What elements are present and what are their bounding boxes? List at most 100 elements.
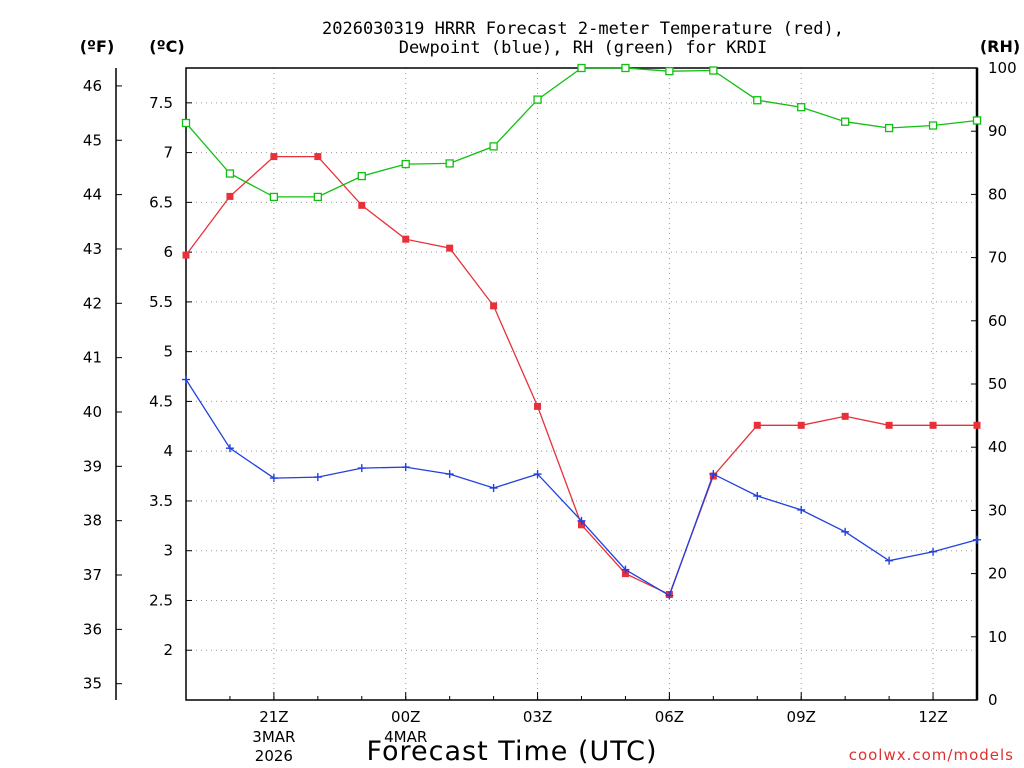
- chart-title-line2: Dewpoint (blue), RH (green) for KRDI: [399, 38, 767, 58]
- fahrenheit-tick-label: 38: [83, 512, 102, 530]
- grid-lines: [186, 68, 977, 700]
- unit-fahrenheit-label: (ºF): [80, 37, 115, 56]
- celsius-tick-label: 7.5: [149, 94, 173, 112]
- rh-point: [533, 95, 542, 104]
- temperature-point: [226, 192, 234, 200]
- rh-tick-label: 80: [988, 185, 1007, 203]
- dewpoint-point: [225, 444, 234, 453]
- rh-point: [884, 123, 894, 133]
- rh-point: [489, 142, 498, 151]
- fahrenheit-tick-label: 36: [83, 620, 102, 638]
- series-line-rh: [185, 67, 978, 198]
- rh-point: [928, 121, 938, 130]
- rh-point: [313, 192, 322, 202]
- dewpoint-point: [885, 556, 894, 565]
- series-lines: [181, 63, 982, 600]
- temperature-point: [182, 251, 190, 259]
- fahrenheit-tick-label: 40: [83, 403, 102, 421]
- celsius-tick-label: 2.5: [149, 591, 173, 609]
- celsius-tick-label: 3: [163, 542, 173, 560]
- rh-point: [181, 118, 191, 128]
- celsius-tick-label: 5.5: [149, 293, 173, 311]
- temperature-point: [929, 421, 937, 429]
- rh-tick-label: 10: [988, 628, 1007, 646]
- dewpoint-point: [709, 470, 718, 479]
- x-tick-label: 03Z: [523, 708, 552, 726]
- dewpoint-point: [313, 473, 322, 482]
- rh-tick-label: 0: [988, 691, 998, 709]
- celsius-tick-label: 5: [163, 343, 173, 361]
- rh-tick-label: 50: [988, 375, 1007, 393]
- x-tick-label: 00Z: [391, 708, 420, 726]
- dewpoint-point: [445, 470, 454, 479]
- plot-frame: [185, 67, 978, 701]
- temperature-point: [885, 421, 893, 429]
- celsius-tick-label: 4.5: [149, 392, 173, 410]
- unit-celsius-label: (ºC): [149, 37, 184, 56]
- chart-title-line1: 2026030319 HRRR Forecast 2-meter Tempera…: [322, 19, 844, 39]
- fahrenheit-tick-label: 35: [83, 675, 102, 693]
- x-axis-label: Forecast Time (UTC): [366, 736, 657, 767]
- temperature-point: [358, 201, 366, 209]
- temperature-point: [753, 421, 761, 429]
- rh-tick-label: 20: [988, 565, 1007, 583]
- rh-point: [225, 169, 235, 178]
- x-tick-label: 09Z: [787, 708, 816, 726]
- rh-tick-label: 100: [988, 59, 1017, 77]
- series-line-temperature: [185, 155, 977, 596]
- dewpoint-point: [665, 591, 674, 600]
- rh-tick-label: 40: [988, 438, 1007, 456]
- rh-point: [753, 96, 762, 105]
- x-date-label: 2026: [255, 747, 293, 765]
- temperature-point: [270, 153, 278, 161]
- x-tick-label: 06Z: [655, 708, 684, 726]
- fahrenheit-tick-label: 43: [83, 240, 102, 258]
- credit-link[interactable]: coolwx.com/models: [849, 746, 1014, 764]
- rh-point: [972, 116, 982, 125]
- celsius-tick-label: 3.5: [149, 492, 173, 510]
- dewpoint-point: [973, 535, 981, 544]
- dewpoint-point: [357, 464, 366, 473]
- temperature-point: [490, 302, 498, 310]
- x-date-label: 3MAR: [252, 728, 295, 746]
- temperature-point: [402, 235, 410, 243]
- x-tick-label: 21Z: [259, 708, 288, 726]
- rh-point: [621, 63, 630, 73]
- series-line-dewpoint: [185, 379, 978, 597]
- fahrenheit-tick-label: 41: [83, 349, 102, 367]
- temperature-point: [797, 421, 805, 429]
- dewpoint-point: [489, 484, 498, 493]
- rh-point: [577, 63, 586, 73]
- rh-tick-label: 90: [988, 122, 1007, 140]
- temperature-point: [841, 412, 849, 420]
- dewpoint-point: [753, 491, 762, 500]
- celsius-tick-label: 2: [163, 641, 173, 659]
- x-date-label: 4MAR: [384, 728, 427, 746]
- dewpoint-point: [533, 470, 542, 479]
- fahrenheit-tick-label: 46: [83, 77, 102, 95]
- rh-point: [665, 67, 674, 76]
- fahrenheit-tick-label: 39: [83, 457, 102, 475]
- rh-point: [709, 66, 718, 75]
- rh-tick-label: 30: [988, 501, 1007, 519]
- celsius-tick-label: 4: [163, 442, 173, 460]
- rh-point: [401, 159, 410, 169]
- dewpoint-point: [401, 463, 410, 472]
- rh-point: [445, 159, 454, 168]
- fahrenheit-tick-label: 42: [83, 294, 102, 312]
- dewpoint-point: [929, 547, 938, 556]
- tick-labels: 2 2.5 3 3.5 4 4.5 5 5.5 6 6.5 7 7.5 35 36 37 38 39 40 41 42…: [83, 59, 1017, 765]
- unit-rh-label: (RH): [980, 37, 1020, 56]
- axes: [115, 67, 979, 701]
- dewpoint-point: [841, 527, 850, 536]
- rh-point: [841, 117, 850, 126]
- rh-point: [797, 103, 806, 112]
- celsius-tick-label: 6.5: [149, 193, 173, 211]
- celsius-tick-label: 7: [163, 144, 173, 162]
- temperature-point: [446, 244, 454, 252]
- rh-tick-label: 70: [988, 249, 1007, 267]
- dewpoint-point: [269, 474, 278, 483]
- dewpoint-point: [797, 505, 806, 514]
- fahrenheit-tick-label: 44: [83, 186, 102, 204]
- rh-point: [357, 171, 366, 181]
